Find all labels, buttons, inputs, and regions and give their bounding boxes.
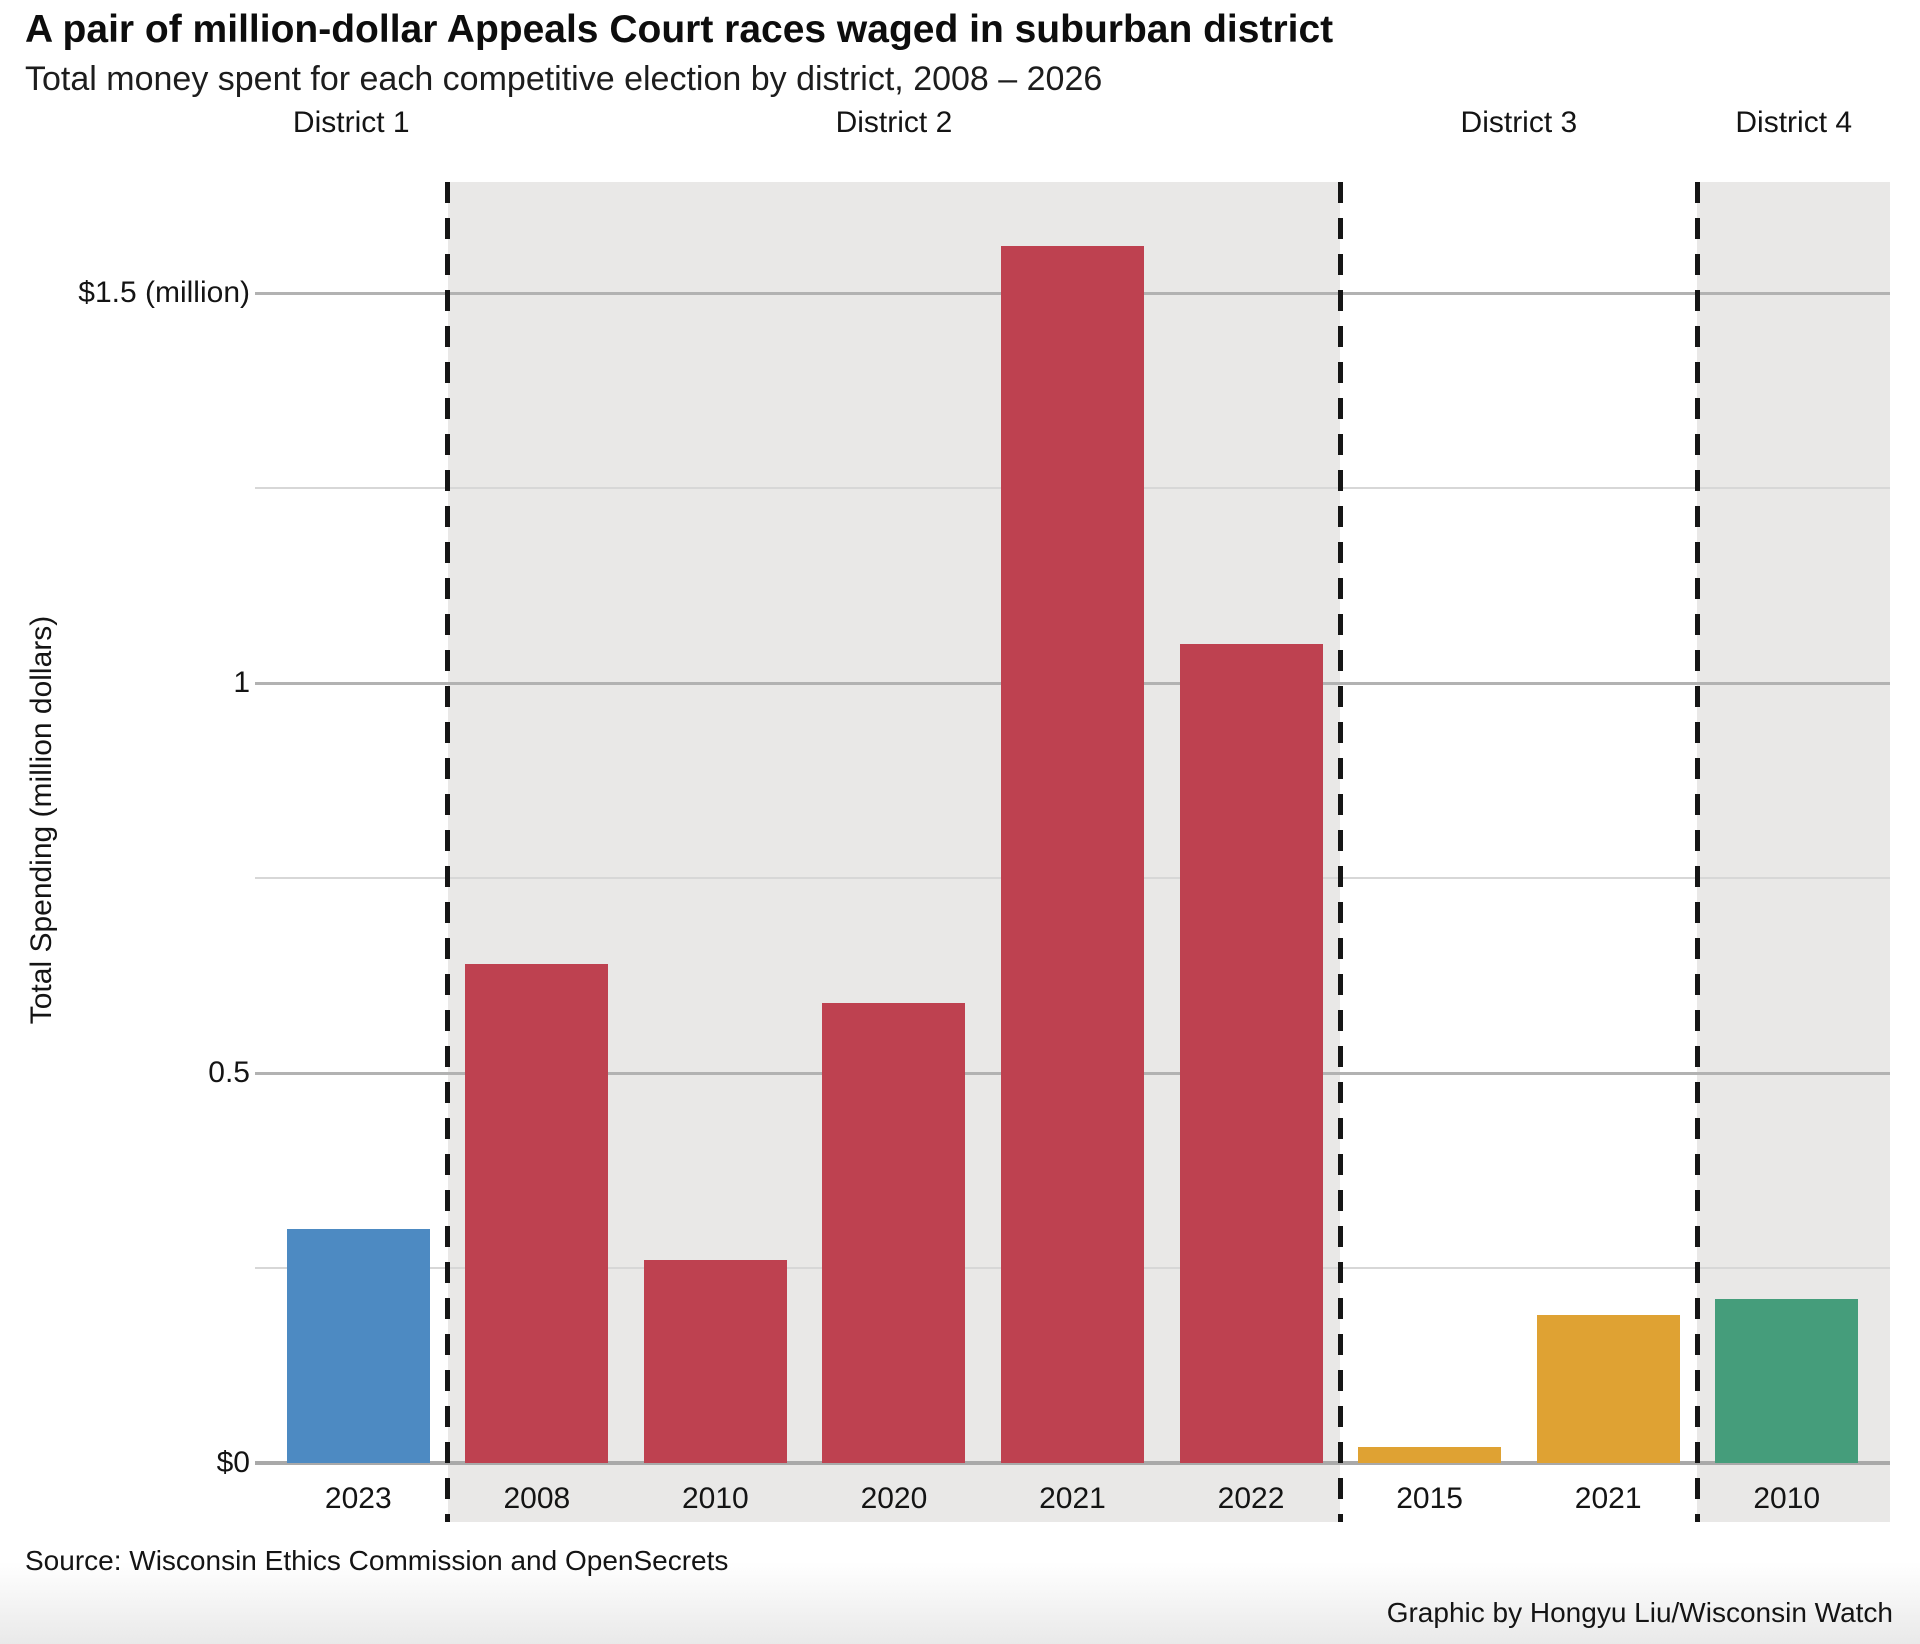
bar-district2-2020[interactable]: [822, 1003, 966, 1463]
bar-district2-2021[interactable]: [1001, 246, 1144, 1463]
y-tick-label-0: $0: [216, 1446, 250, 1479]
x-tick-label-2020: 2020: [860, 1482, 928, 1515]
credit-note: Graphic by Hongyu Liu/Wisconsin Watch: [1386, 1597, 1893, 1628]
bar-district1-2023[interactable]: [286, 1229, 430, 1463]
shaded-region-4: [1697, 182, 1890, 1522]
x-tick-label-2015: 2015: [1396, 1482, 1463, 1515]
source-note: Source: Wisconsin Ethics Commission and …: [25, 1545, 729, 1576]
district-separator-2: [1337, 182, 1343, 1522]
bar-district3-2015[interactable]: [1358, 1447, 1502, 1463]
x-tick-label-2023: 2023: [324, 1482, 392, 1515]
district-separator-3: [1694, 182, 1700, 1522]
chart-subtitle: Total money spent for each competitive e…: [25, 60, 1103, 98]
x-tick-label-2021: 2021: [1574, 1482, 1642, 1515]
district-label-1: District 1: [292, 106, 410, 139]
bar-district4-2010[interactable]: [1715, 1299, 1859, 1463]
district-label-3: District 3: [1460, 106, 1578, 139]
district-label-2: District 2: [835, 106, 953, 139]
x-tick-label-2008: 2008: [503, 1482, 571, 1515]
x-tick-label-2021: 2021: [1039, 1482, 1106, 1515]
x-axis-baseline: [255, 1461, 1890, 1465]
y-tick-label-1: 1: [233, 666, 250, 699]
bar-district2-2022[interactable]: [1179, 644, 1323, 1463]
y-tick-label-0.5: 0.5: [208, 1056, 250, 1089]
bar-district3-2021[interactable]: [1536, 1315, 1680, 1463]
district-label-4: District 4: [1735, 106, 1853, 139]
x-tick-label-2010: 2010: [682, 1482, 749, 1515]
x-tick-label-2022: 2022: [1217, 1482, 1285, 1515]
x-tick-label-2010: 2010: [1753, 1482, 1821, 1515]
chart-title: A pair of million-dollar Appeals Court r…: [25, 8, 1334, 51]
bar-district2-2008[interactable]: [465, 964, 609, 1463]
district-separator-1: [445, 182, 451, 1522]
bar-district2-2010[interactable]: [643, 1260, 787, 1463]
y-tick-label-1.5: $1.5 (million): [78, 276, 250, 309]
